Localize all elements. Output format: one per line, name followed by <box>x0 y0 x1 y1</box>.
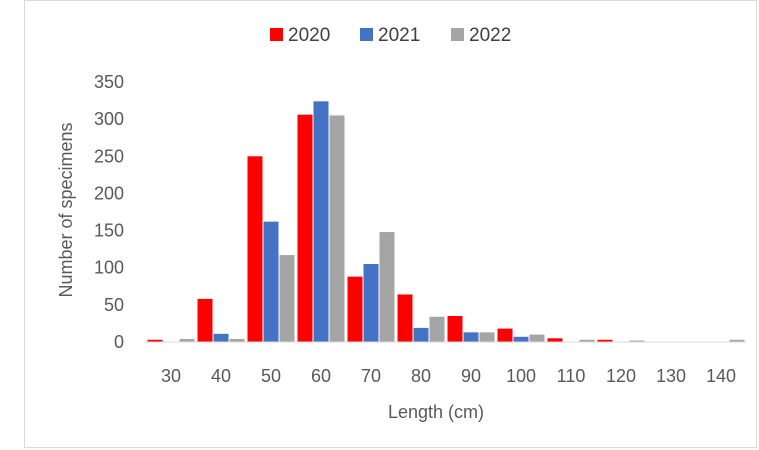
x-tick-label: 50 <box>261 366 281 386</box>
bar-2022-40 <box>229 339 245 342</box>
y-tick-label: 300 <box>94 109 124 129</box>
bar-2021-50 <box>263 221 279 342</box>
series-2021 <box>213 101 529 342</box>
bar-2022-90 <box>479 332 495 342</box>
bar-2022-50 <box>279 255 295 342</box>
x-tick-label: 120 <box>606 366 636 386</box>
series-2022 <box>179 115 745 342</box>
y-tick-label: 150 <box>94 221 124 241</box>
bar-2021-80 <box>413 327 429 342</box>
bar-2022-140 <box>729 339 745 342</box>
y-axis-title: Number of specimens <box>56 122 76 297</box>
legend-label-2021: 2021 <box>378 25 420 46</box>
bar-2022-30 <box>179 339 195 342</box>
y-tick-label: 250 <box>94 146 124 166</box>
y-tick-label: 0 <box>114 332 124 352</box>
x-tick-label: 30 <box>161 366 181 386</box>
bar-2021-100 <box>513 336 529 342</box>
series-2020 <box>147 114 613 342</box>
x-tick-label: 40 <box>211 366 231 386</box>
legend-swatch-2020 <box>270 28 283 41</box>
bar-2020-110 <box>547 338 563 342</box>
bar-2021-70 <box>363 264 379 342</box>
bar-2020-70 <box>347 276 363 342</box>
legend-swatch-2022 <box>451 28 464 41</box>
y-tick-label: 100 <box>94 258 124 278</box>
bar-2020-60 <box>297 114 313 342</box>
bar-2020-30 <box>147 339 163 342</box>
x-tick-label: 60 <box>311 366 331 386</box>
legend-label-2022: 2022 <box>469 25 511 46</box>
bar-2021-40 <box>213 333 229 342</box>
legend: 2020 2021 2022 <box>270 25 511 46</box>
bar-2022-80 <box>429 316 445 342</box>
x-tick-label: 70 <box>361 366 381 386</box>
x-tick-label: 140 <box>706 366 736 386</box>
legend-label-2020: 2020 <box>288 25 330 46</box>
x-tick-label: 130 <box>656 366 686 386</box>
bar-2022-120 <box>629 340 645 342</box>
x-axis: 30 40 50 60 70 80 90 100 110 120 130 140 <box>161 366 736 386</box>
bar-2022-110 <box>579 339 595 342</box>
y-tick-label: 350 <box>94 72 124 92</box>
y-axis: 0 50 100 150 200 250 300 350 <box>94 72 124 352</box>
bar-2022-70 <box>379 232 395 342</box>
x-tick-label: 80 <box>411 366 431 386</box>
y-tick-label: 50 <box>104 295 124 315</box>
bar-2020-40 <box>197 298 213 342</box>
bar-2022-60 <box>329 115 345 342</box>
x-tick-label: 100 <box>506 366 536 386</box>
x-tick-label: 110 <box>557 366 586 386</box>
bar-2020-90 <box>447 316 463 342</box>
bar-2020-50 <box>247 156 263 342</box>
bar-2021-60 <box>313 101 329 342</box>
bar-2021-90 <box>463 332 479 342</box>
bar-2020-100 <box>497 328 513 342</box>
y-tick-label: 200 <box>94 183 124 203</box>
bars <box>147 101 745 342</box>
bar-2020-80 <box>397 294 413 342</box>
x-axis-title: Length (cm) <box>388 402 484 422</box>
bar-2020-120 <box>597 339 613 342</box>
legend-swatch-2021 <box>360 28 373 41</box>
x-tick-label: 90 <box>461 366 481 386</box>
chart-frame <box>24 0 757 448</box>
bar-2022-100 <box>529 334 545 342</box>
